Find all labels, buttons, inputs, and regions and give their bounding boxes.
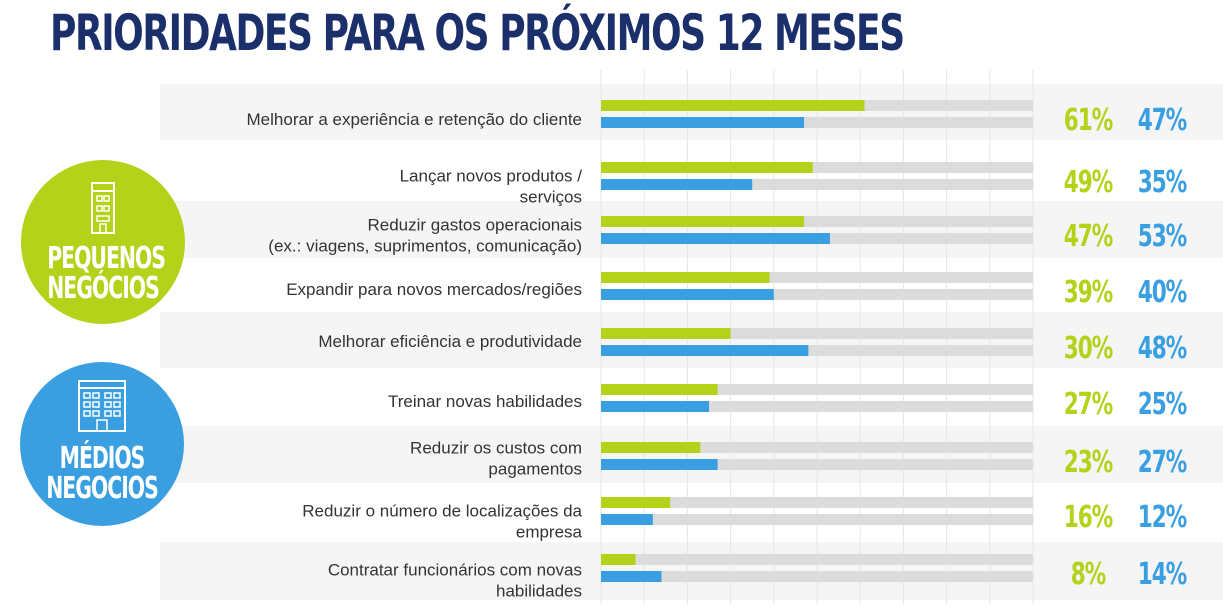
value-label-medium: 47% xyxy=(1138,104,1187,138)
bar-track xyxy=(601,459,1033,470)
row-band xyxy=(160,312,1223,368)
category-label-line: habilidades xyxy=(496,582,582,601)
page-title: PRIORIDADES PARA OS PRÓXIMOS 12 MESES xyxy=(50,4,905,62)
category-label: Contratar funcionários com novas habilida… xyxy=(328,561,582,601)
bar-medium-business xyxy=(601,571,662,582)
bar-track xyxy=(601,497,1033,508)
category-label-line: pagamentos xyxy=(488,460,582,479)
bar-track xyxy=(601,216,1033,227)
value-label-small: 16% xyxy=(1064,501,1113,535)
bar-small-business xyxy=(601,162,813,173)
value-label-medium: 48% xyxy=(1138,332,1187,366)
value-label-medium: 14% xyxy=(1138,558,1187,592)
category-label: Treinar novas habilidades xyxy=(388,392,582,411)
bar-track xyxy=(601,162,1033,173)
bar-medium-business xyxy=(601,117,805,128)
legend-small-line2: NEGÓCIOS xyxy=(47,271,160,306)
value-label-medium: 25% xyxy=(1138,388,1187,422)
bar-small-business xyxy=(601,272,770,283)
category-label-line: Lançar novos produtos / xyxy=(400,167,583,186)
legend-medium-business: MÉDIOS NEGOCIOS xyxy=(20,362,184,526)
category-label-line: Melhorar a experiência e retenção do cli… xyxy=(247,110,582,129)
bar-medium-business xyxy=(601,233,830,244)
bar-small-business xyxy=(601,100,865,111)
value-label-small: 30% xyxy=(1064,332,1113,366)
bar-track xyxy=(601,272,1033,283)
bar-track xyxy=(601,345,1033,356)
value-label-medium: 27% xyxy=(1138,446,1187,480)
value-label-small: 49% xyxy=(1064,166,1113,200)
value-label-small: 23% xyxy=(1064,446,1113,480)
category-label-line: serviços xyxy=(520,188,582,207)
bar-track xyxy=(601,571,1033,582)
bar-track xyxy=(601,117,1033,128)
legend-small-business: PEQUENOS NEGÓCIOS xyxy=(21,160,185,324)
category-label-line: Reduzir os custos com xyxy=(410,439,582,458)
office-building-icon xyxy=(78,380,126,432)
bar-track xyxy=(601,442,1033,453)
row-band xyxy=(160,426,1223,483)
category-label-line: Expandir para novos mercados/regiões xyxy=(286,280,582,299)
bar-small-business xyxy=(601,497,671,508)
category-label-line: (ex.: viagens, suprimentos, comunicação) xyxy=(268,237,582,256)
bar-medium-business xyxy=(601,401,709,412)
value-label-small: 8% xyxy=(1071,558,1106,592)
category-label-line: Reduzir gastos operacionais xyxy=(367,216,582,235)
value-label-small: 27% xyxy=(1064,388,1113,422)
bar-track xyxy=(601,401,1033,412)
legend-medium-line2: NEGOCIOS xyxy=(46,471,159,506)
category-label: Expandir para novos mercados/regiões xyxy=(286,280,582,299)
building-icon xyxy=(91,182,115,234)
row-band xyxy=(160,84,1223,140)
bar-small-business xyxy=(601,384,718,395)
legend-small-line1: PEQUENOS xyxy=(47,241,166,276)
category-label-line: Reduzir o número de localizações da xyxy=(302,502,582,521)
bar-track xyxy=(601,384,1033,395)
category-label-line: Melhorar eficiência e produtividade xyxy=(318,332,582,351)
bar-medium-business xyxy=(601,345,809,356)
bar-track xyxy=(601,554,1033,565)
bar-small-business xyxy=(601,442,701,453)
bar-track xyxy=(601,328,1033,339)
value-label-small: 61% xyxy=(1064,104,1113,138)
value-label-small: 47% xyxy=(1064,220,1113,254)
category-label: Reduzir gastos operacionais (ex.: viagens… xyxy=(268,216,582,256)
row-band xyxy=(160,201,1223,258)
bar-track xyxy=(601,289,1033,300)
value-label-medium: 53% xyxy=(1138,220,1187,254)
category-label: Melhorar eficiência e produtividade xyxy=(318,332,582,351)
value-label-medium: 40% xyxy=(1138,276,1187,310)
value-label-medium: 12% xyxy=(1138,501,1187,535)
category-label: Lançar novos produtos / serviços xyxy=(400,167,583,207)
category-label: Reduzir o número de localizações da empre… xyxy=(302,502,582,542)
legend-medium-line1: MÉDIOS xyxy=(59,441,146,476)
bar-small-business xyxy=(601,554,636,565)
category-label: Reduzir os custos com pagamentos xyxy=(410,439,582,479)
value-label-small: 39% xyxy=(1064,276,1113,310)
category-label-line: Treinar novas habilidades xyxy=(388,392,582,411)
bar-medium-business xyxy=(601,179,753,190)
category-label-line: empresa xyxy=(516,523,583,542)
bar-small-business xyxy=(601,216,805,227)
category-label-line: Contratar funcionários com novas xyxy=(328,561,582,580)
bar-medium-business xyxy=(601,289,774,300)
value-label-medium: 35% xyxy=(1138,166,1187,200)
bar-small-business xyxy=(601,328,731,339)
bar-track xyxy=(601,179,1033,190)
bar-medium-business xyxy=(601,459,718,470)
bar-track xyxy=(601,514,1033,525)
category-label: Melhorar a experiência e retenção do cli… xyxy=(247,110,582,129)
bar-medium-business xyxy=(601,514,653,525)
